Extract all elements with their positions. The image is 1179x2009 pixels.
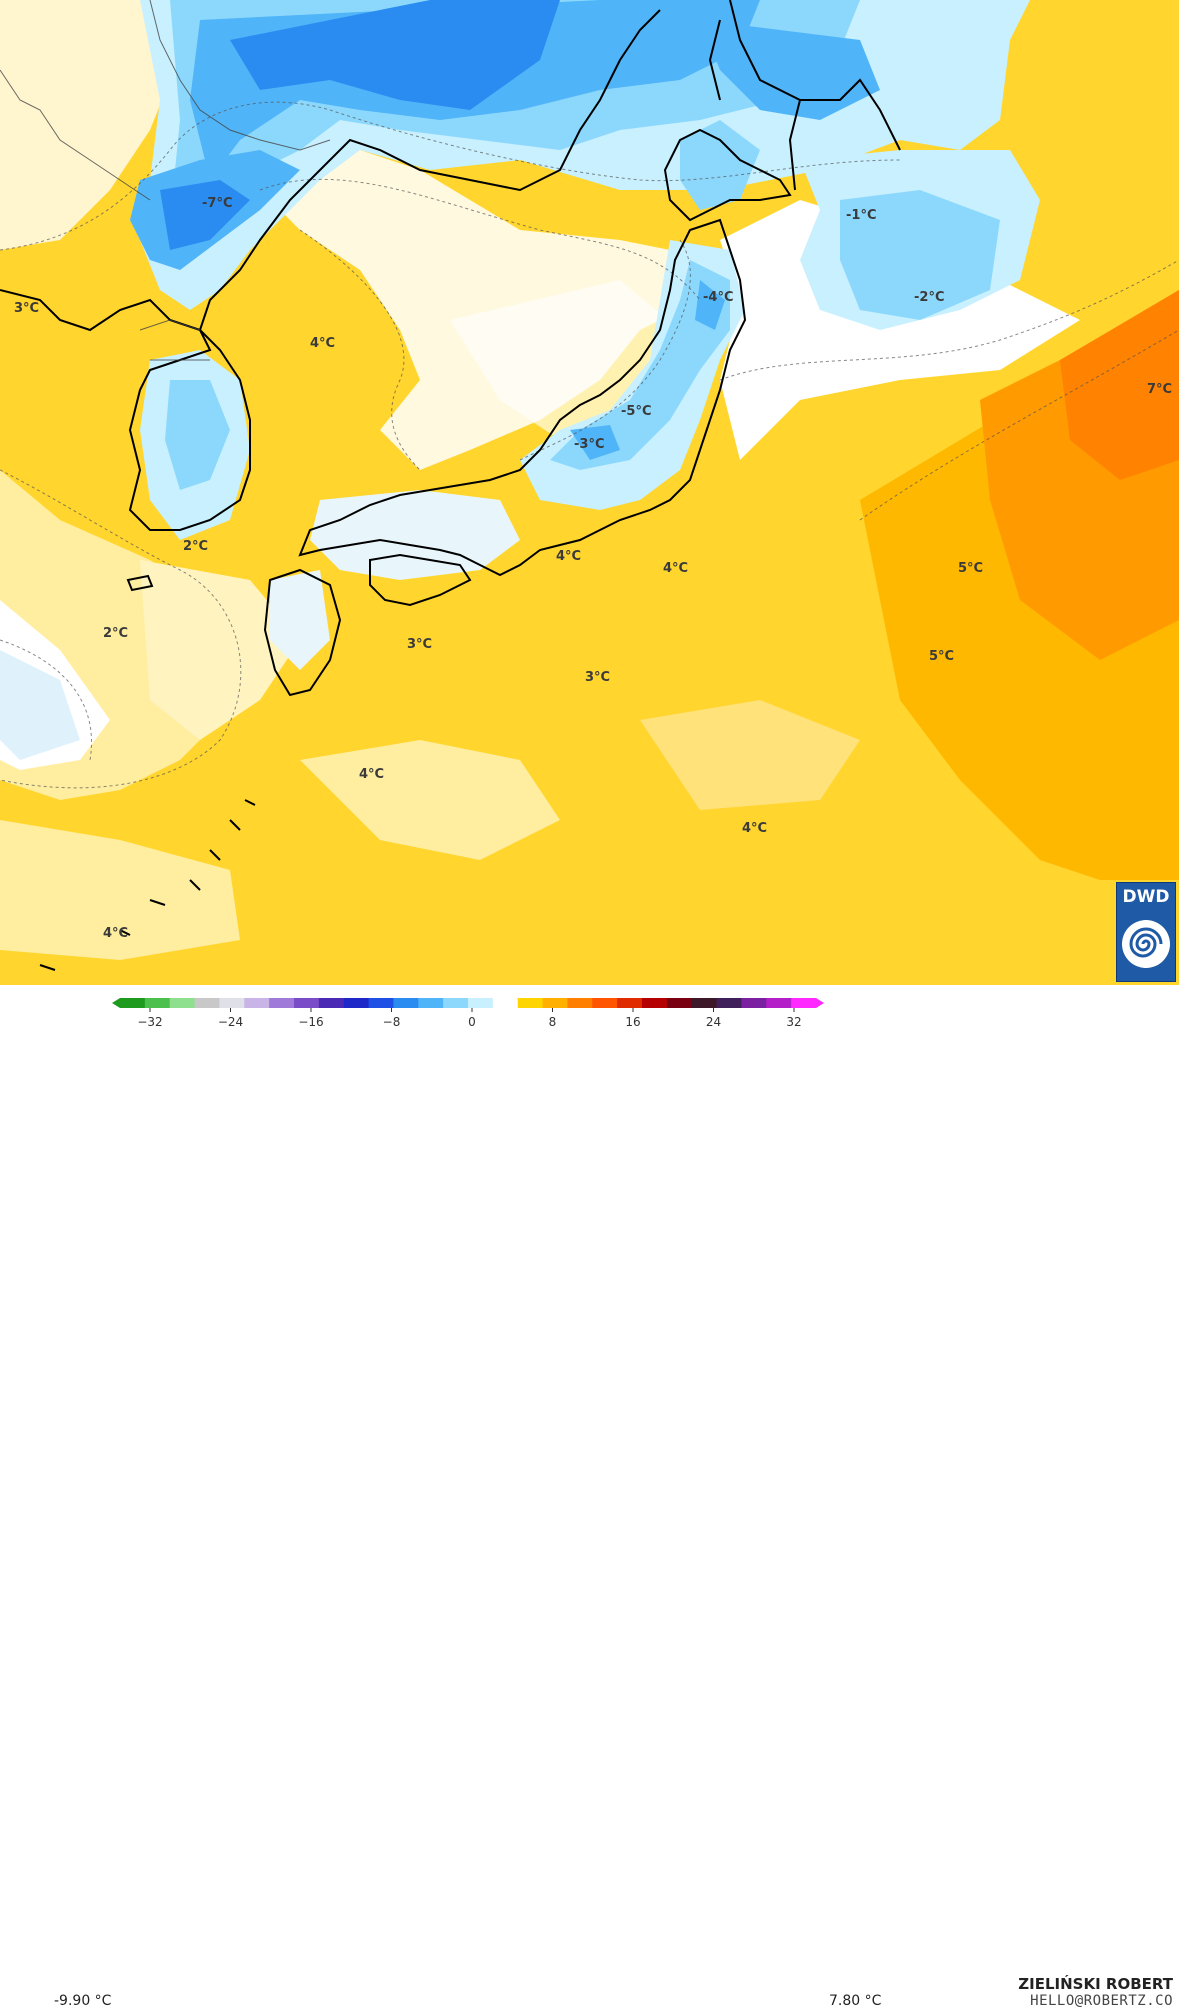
temperature-labels: -7°C 3°C 4°C -4°C -1°C -2°C 7°C -5°C -3°… (14, 196, 1172, 941)
legend-tick-label: 16 (625, 1015, 640, 1029)
author-email: HELLO@ROBERTZ.CO (1030, 1993, 1173, 2009)
temp-label: 4°C (310, 336, 335, 351)
legend-color-cell (691, 998, 718, 1008)
legend-color-cell (617, 998, 643, 1008)
temp-label: -7°C (202, 196, 232, 211)
temp-label: 4°C (359, 767, 384, 782)
legend-color-cell (269, 998, 295, 1008)
legend-color-cell (418, 998, 444, 1008)
legend-color-cell (642, 998, 668, 1008)
legend-color-cell (766, 998, 792, 1008)
legend-color-cell (791, 998, 817, 1008)
legend-min-value: -9.90 °C (54, 1993, 112, 2009)
legend-color-cell (393, 998, 419, 1008)
legend-color-cell (567, 998, 593, 1008)
legend-color-cell (517, 998, 544, 1008)
legend-color-cell (144, 998, 171, 1008)
legend-color-cell (443, 998, 469, 1008)
swirl-icon (1122, 920, 1170, 968)
legend-color-cell (368, 998, 394, 1008)
temp-label: -5°C (621, 404, 651, 419)
temp-label: 4°C (663, 561, 688, 576)
legend-color-cell (542, 998, 568, 1008)
footer: -9.90 °C −32 −24 −16 −8 0 8 16 24 32 7.80 °C ZIE… (0, 985, 1179, 2009)
temp-label: 7°C (1147, 382, 1172, 397)
legend-max-value: 7.80 °C (829, 1993, 882, 2009)
legend-color-cell (492, 998, 519, 1008)
temp-label: 5°C (958, 561, 983, 576)
temp-label: -4°C (703, 290, 733, 305)
legend-color-cell (343, 998, 370, 1008)
legend-color-cell (219, 998, 245, 1008)
temp-label: 4°C (103, 926, 128, 941)
legend-tick-label: 0 (468, 1015, 476, 1029)
temp-label: 3°C (585, 670, 610, 685)
dwd-logo: DWD (1116, 882, 1176, 982)
temp-label: 3°C (407, 637, 432, 652)
legend-color-cell (318, 998, 345, 1008)
legend-color-cell (666, 998, 693, 1008)
legend-color-cell (294, 998, 320, 1008)
author-credit: ZIELIŃSKI ROBERT (1018, 1975, 1173, 1993)
temperature-map: -7°C 3°C 4°C -4°C -1°C -2°C 7°C -5°C -3°… (0, 0, 1179, 985)
legend-color-cell (741, 998, 767, 1008)
legend-tick-label: 8 (549, 1015, 557, 1029)
legend-tick-label: −16 (298, 1015, 323, 1029)
map-canvas: -7°C 3°C 4°C -4°C -1°C -2°C 7°C -5°C -3°… (0, 0, 1179, 985)
legend-tick-label: −8 (383, 1015, 401, 1029)
temp-label: 4°C (556, 549, 581, 564)
legend-tick-label: −24 (218, 1015, 243, 1029)
legend-color-cell (592, 998, 618, 1008)
temp-label: 3°C (14, 301, 39, 316)
legend-tick-label: 24 (706, 1015, 721, 1029)
color-legend: −32 −24 −16 −8 0 8 16 24 32 (112, 998, 824, 1029)
dwd-logo-text: DWD (1122, 887, 1170, 907)
temp-label: 5°C (929, 649, 954, 664)
temp-label: -1°C (846, 208, 876, 223)
legend-color-cell (194, 998, 220, 1008)
legend-color-cell (244, 998, 270, 1008)
temp-label: 4°C (742, 821, 767, 836)
legend-color-cell (169, 998, 196, 1008)
legend-tick-label: 32 (786, 1015, 801, 1029)
legend-color-cell (120, 998, 146, 1008)
temp-label: 2°C (183, 539, 208, 554)
legend-color-cell (468, 998, 494, 1008)
temp-label: -2°C (914, 290, 944, 305)
temp-label: -3°C (574, 437, 604, 452)
legend-tick-label: −32 (137, 1015, 162, 1029)
temp-label: 2°C (103, 626, 128, 641)
legend-color-cell (716, 998, 742, 1008)
